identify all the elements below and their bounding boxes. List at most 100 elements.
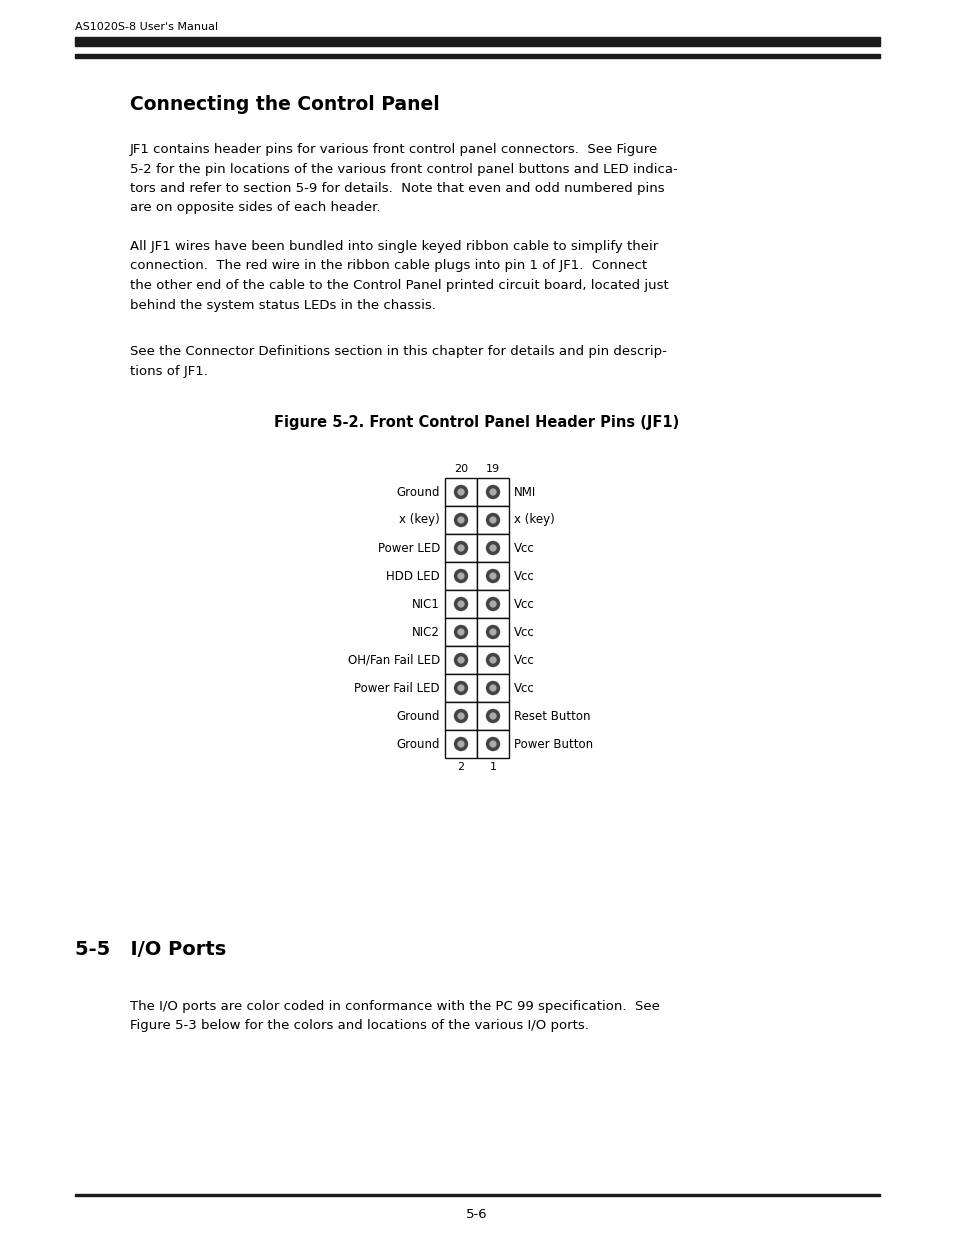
Circle shape xyxy=(457,601,463,606)
Circle shape xyxy=(457,657,463,663)
Text: 20: 20 xyxy=(454,464,468,474)
Text: Power LED: Power LED xyxy=(377,541,439,555)
Circle shape xyxy=(454,709,467,722)
Text: 5-2 for the pin locations of the various front control panel buttons and LED ind: 5-2 for the pin locations of the various… xyxy=(130,163,677,175)
Text: 5-5   I/O Ports: 5-5 I/O Ports xyxy=(75,940,226,960)
Circle shape xyxy=(457,517,463,522)
Circle shape xyxy=(486,485,499,499)
Bar xyxy=(476,646,509,674)
Text: tions of JF1.: tions of JF1. xyxy=(130,364,208,378)
Text: All JF1 wires have been bundled into single keyed ribbon cable to simplify their: All JF1 wires have been bundled into sin… xyxy=(130,240,658,253)
Bar xyxy=(444,730,476,758)
Text: OH/Fan Fail LED: OH/Fan Fail LED xyxy=(348,653,439,667)
Circle shape xyxy=(486,541,499,555)
Circle shape xyxy=(457,573,463,579)
Circle shape xyxy=(490,601,496,606)
Bar xyxy=(476,701,509,730)
Text: Vcc: Vcc xyxy=(514,541,535,555)
Text: x (key): x (key) xyxy=(399,514,439,526)
Text: Vcc: Vcc xyxy=(514,598,535,610)
Bar xyxy=(444,562,476,590)
Bar xyxy=(476,618,509,646)
Circle shape xyxy=(454,682,467,694)
Text: Power Button: Power Button xyxy=(514,737,593,751)
Circle shape xyxy=(486,737,499,751)
Text: Vcc: Vcc xyxy=(514,625,535,638)
Circle shape xyxy=(454,653,467,667)
Bar xyxy=(444,701,476,730)
Text: 2: 2 xyxy=(456,762,464,772)
Bar xyxy=(476,674,509,701)
Circle shape xyxy=(486,682,499,694)
Circle shape xyxy=(486,653,499,667)
Text: NIC2: NIC2 xyxy=(412,625,439,638)
Text: are on opposite sides of each header.: are on opposite sides of each header. xyxy=(130,201,380,215)
Bar xyxy=(75,37,879,46)
Bar xyxy=(476,562,509,590)
Text: connection.  The red wire in the ribbon cable plugs into pin 1 of JF1.  Connect: connection. The red wire in the ribbon c… xyxy=(130,259,646,273)
Text: x (key): x (key) xyxy=(514,514,554,526)
Text: HDD LED: HDD LED xyxy=(386,569,439,583)
Text: Figure 5-3 below for the colors and locations of the various I/O ports.: Figure 5-3 below for the colors and loca… xyxy=(130,1020,588,1032)
Circle shape xyxy=(490,545,496,551)
Bar xyxy=(476,590,509,618)
Bar xyxy=(444,534,476,562)
Text: 1: 1 xyxy=(489,762,496,772)
Circle shape xyxy=(490,629,496,635)
Bar xyxy=(444,506,476,534)
Circle shape xyxy=(454,485,467,499)
Text: Reset Button: Reset Button xyxy=(514,709,590,722)
Text: tors and refer to section 5-9 for details.  Note that even and odd numbered pins: tors and refer to section 5-9 for detail… xyxy=(130,182,664,195)
Circle shape xyxy=(490,713,496,719)
Text: NIC1: NIC1 xyxy=(412,598,439,610)
Text: JF1 contains header pins for various front control panel connectors.  See Figure: JF1 contains header pins for various fro… xyxy=(130,143,658,156)
Text: Vcc: Vcc xyxy=(514,682,535,694)
Circle shape xyxy=(454,569,467,583)
Bar xyxy=(476,730,509,758)
Text: Ground: Ground xyxy=(396,485,439,499)
Circle shape xyxy=(486,569,499,583)
Text: Vcc: Vcc xyxy=(514,653,535,667)
Circle shape xyxy=(454,737,467,751)
Circle shape xyxy=(486,709,499,722)
Circle shape xyxy=(490,685,496,690)
Circle shape xyxy=(486,625,499,638)
Circle shape xyxy=(454,541,467,555)
Circle shape xyxy=(457,545,463,551)
Circle shape xyxy=(486,514,499,526)
Bar xyxy=(444,618,476,646)
Text: 19: 19 xyxy=(485,464,499,474)
Text: 5-6: 5-6 xyxy=(466,1208,487,1221)
Bar xyxy=(444,590,476,618)
Text: behind the system status LEDs in the chassis.: behind the system status LEDs in the cha… xyxy=(130,299,436,311)
Circle shape xyxy=(486,598,499,610)
Circle shape xyxy=(457,713,463,719)
Text: The I/O ports are color coded in conformance with the PC 99 specification.  See: The I/O ports are color coded in conform… xyxy=(130,1000,659,1013)
Text: Figure 5-2. Front Control Panel Header Pins (JF1): Figure 5-2. Front Control Panel Header P… xyxy=(274,415,679,430)
Circle shape xyxy=(490,573,496,579)
Text: See the Connector Definitions section in this chapter for details and pin descri: See the Connector Definitions section in… xyxy=(130,345,666,358)
Text: NMI: NMI xyxy=(514,485,536,499)
Text: the other end of the cable to the Control Panel printed circuit board, located j: the other end of the cable to the Contro… xyxy=(130,279,668,291)
Bar xyxy=(75,1194,879,1195)
Bar xyxy=(476,534,509,562)
Bar xyxy=(476,506,509,534)
Bar xyxy=(444,646,476,674)
Text: Power Fail LED: Power Fail LED xyxy=(354,682,439,694)
Circle shape xyxy=(454,514,467,526)
Circle shape xyxy=(490,741,496,747)
Text: Ground: Ground xyxy=(396,709,439,722)
Circle shape xyxy=(454,625,467,638)
Circle shape xyxy=(490,517,496,522)
Bar xyxy=(476,478,509,506)
Circle shape xyxy=(454,598,467,610)
Circle shape xyxy=(457,685,463,690)
Bar xyxy=(444,674,476,701)
Circle shape xyxy=(457,629,463,635)
Text: Ground: Ground xyxy=(396,737,439,751)
Bar xyxy=(444,478,476,506)
Bar xyxy=(75,54,879,58)
Circle shape xyxy=(457,741,463,747)
Circle shape xyxy=(490,657,496,663)
Circle shape xyxy=(490,489,496,495)
